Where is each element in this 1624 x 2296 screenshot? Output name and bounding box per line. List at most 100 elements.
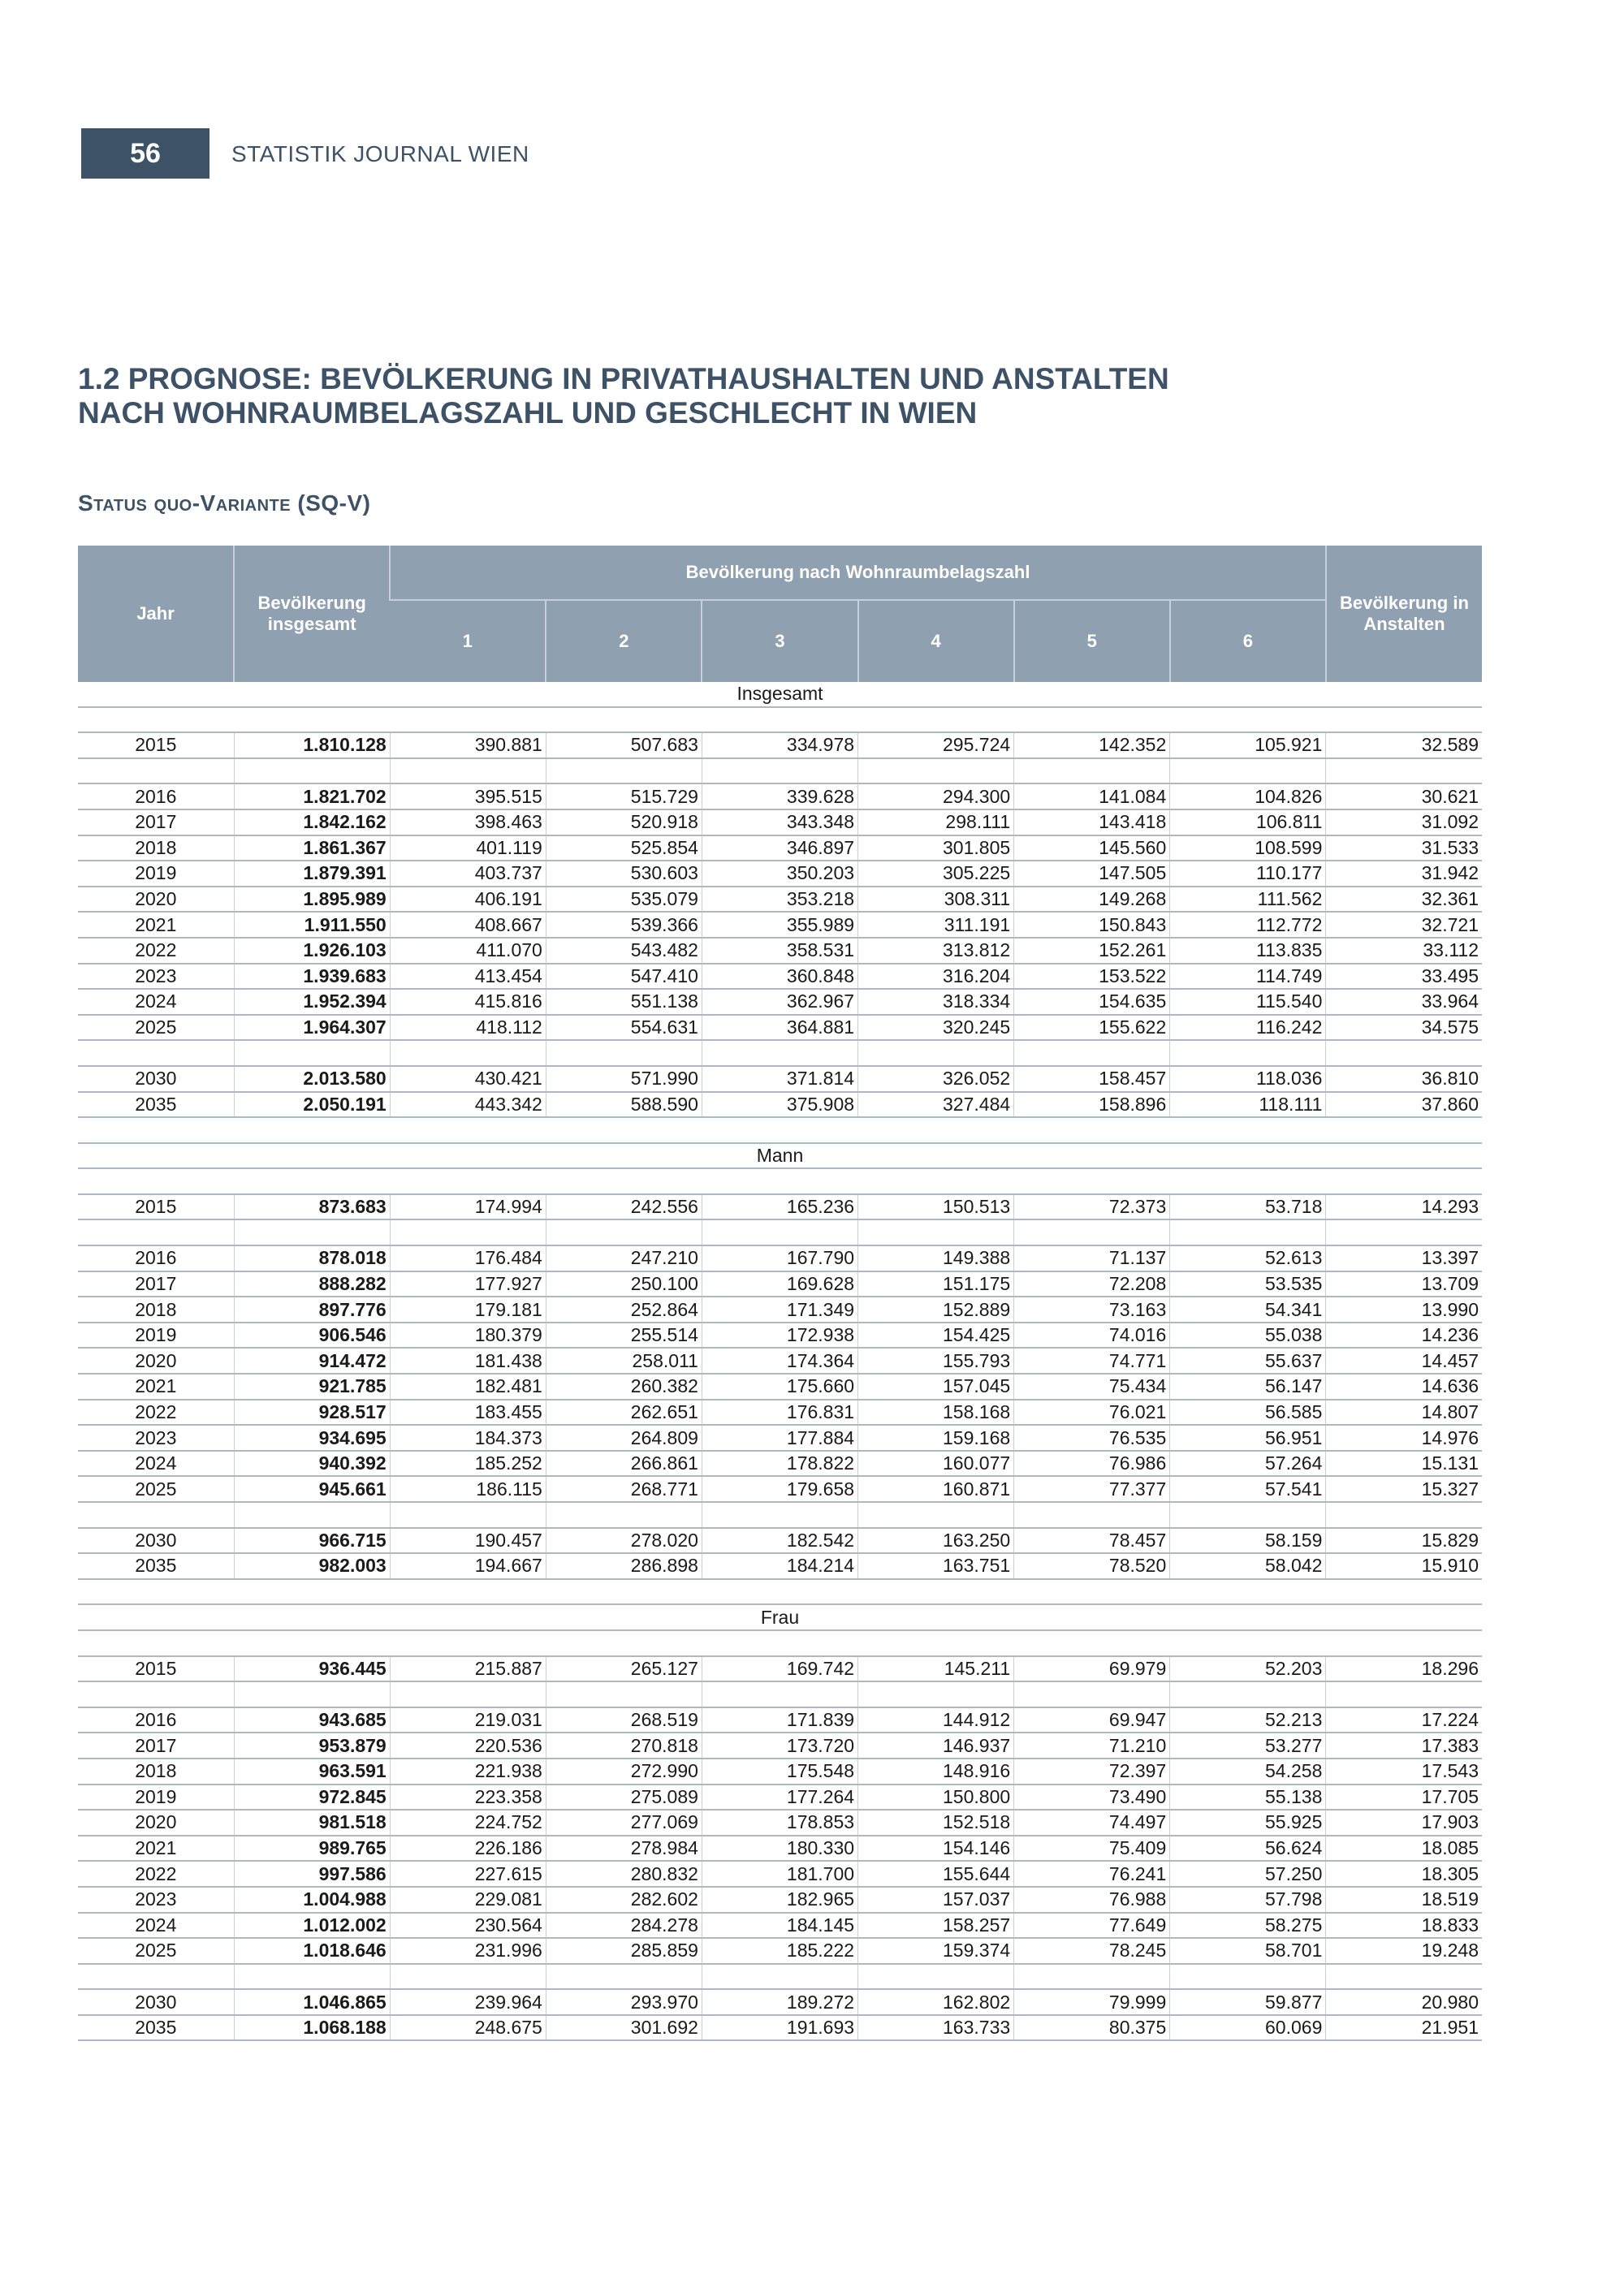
cell-wrb-4: 311.191 xyxy=(857,912,1014,939)
header-year: Jahr xyxy=(78,546,235,682)
cell-total: 943.685 xyxy=(233,1707,391,1734)
cell-wrb-4: 144.912 xyxy=(857,1707,1014,1734)
empty-cell xyxy=(545,1219,702,1247)
cell-wrb-6: 113.835 xyxy=(1169,937,1326,965)
cell-institutions: 31.092 xyxy=(1325,809,1482,836)
cell-wrb-6: 60.069 xyxy=(1169,2014,1326,2042)
cell-wrb-4: 326.052 xyxy=(857,1065,1014,1093)
table-row: 2022 1.926.103 411.070 543.482 358.531 313.81… xyxy=(78,937,1482,965)
blank-row xyxy=(78,1219,1482,1247)
cell-total: 945.661 xyxy=(233,1476,391,1503)
cell-wrb-1: 403.737 xyxy=(389,861,546,887)
empty-cell xyxy=(701,1963,858,1991)
cell-institutions: 15.910 xyxy=(1325,1553,1482,1580)
cell-year: 2025 xyxy=(78,1014,235,1042)
cell-year: 2025 xyxy=(78,1938,235,1965)
cell-wrb-2: 275.089 xyxy=(545,1784,702,1811)
cell-total: 1.821.702 xyxy=(233,783,391,810)
cell-wrb-6: 111.562 xyxy=(1169,886,1326,913)
cell-wrb-4: 154.146 xyxy=(857,1835,1014,1862)
cell-wrb-3: 353.218 xyxy=(701,886,858,913)
cell-year: 2016 xyxy=(78,1707,235,1734)
cell-wrb-6: 52.203 xyxy=(1169,1655,1326,1683)
cell-wrb-2: 554.631 xyxy=(545,1014,702,1042)
cell-wrb-5: 154.635 xyxy=(1013,989,1170,1016)
table-row: 2020 981.518 224.752 277.069 178.853 152.518 7… xyxy=(78,1810,1482,1836)
cell-year: 2015 xyxy=(78,1655,235,1683)
empty-cell xyxy=(1169,1681,1326,1708)
empty-cell xyxy=(1013,1219,1170,1247)
table-row: 2023 934.695 184.373 264.809 177.884 159.168 7… xyxy=(78,1425,1482,1452)
cell-wrb-1: 231.996 xyxy=(389,1938,546,1965)
cell-wrb-4: 155.793 xyxy=(857,1348,1014,1375)
cell-wrb-5: 152.261 xyxy=(1013,937,1170,965)
empty-cell xyxy=(389,1681,546,1708)
cell-wrb-1: 390.881 xyxy=(389,732,546,759)
section-label: Frau xyxy=(78,1604,1482,1631)
cell-wrb-4: 146.937 xyxy=(857,1733,1014,1759)
cell-wrb-5: 72.397 xyxy=(1013,1758,1170,1785)
cell-total: 981.518 xyxy=(233,1810,391,1836)
cell-wrb-3: 177.884 xyxy=(701,1425,858,1452)
cell-wrb-3: 172.938 xyxy=(701,1322,858,1349)
cell-wrb-2: 272.990 xyxy=(545,1758,702,1785)
empty-cell xyxy=(78,1681,235,1708)
header-sub-5: 5 xyxy=(1013,600,1170,682)
cell-institutions: 21.951 xyxy=(1325,2014,1482,2042)
cell-wrb-3: 165.236 xyxy=(701,1193,858,1221)
cell-wrb-6: 58.275 xyxy=(1169,1912,1326,1940)
cell-wrb-2: 539.366 xyxy=(545,912,702,939)
cell-wrb-4: 152.518 xyxy=(857,1810,1014,1836)
blank-row xyxy=(78,1963,1482,1991)
cell-institutions: 14.457 xyxy=(1325,1348,1482,1375)
cell-wrb-5: 76.535 xyxy=(1013,1425,1170,1452)
cell-wrb-6: 56.624 xyxy=(1169,1835,1326,1862)
cell-year: 2019 xyxy=(78,1784,235,1811)
population-table: Jahr Bevölkerung insgesamt Bevölkerung n… xyxy=(78,546,1482,2042)
cell-wrb-6: 53.277 xyxy=(1169,1733,1326,1759)
cell-wrb-1: 408.667 xyxy=(389,912,546,939)
cell-wrb-4: 327.484 xyxy=(857,1091,1014,1119)
table-row: 2017 888.282 177.927 250.100 169.628 151.175 7… xyxy=(78,1271,1482,1298)
section-label: Mann xyxy=(78,1142,1482,1170)
cell-total: 1.068.188 xyxy=(233,2014,391,2042)
cell-institutions: 15.131 xyxy=(1325,1450,1482,1478)
cell-wrb-6: 58.042 xyxy=(1169,1553,1326,1580)
table-row: 2018 897.776 179.181 252.864 171.349 152.889 7… xyxy=(78,1297,1482,1323)
cell-wrb-3: 343.348 xyxy=(701,809,858,836)
cell-wrb-3: 346.897 xyxy=(701,835,858,862)
empty-cell xyxy=(545,1963,702,1991)
cell-wrb-6: 110.177 xyxy=(1169,861,1326,887)
cell-wrb-3: 169.628 xyxy=(701,1271,858,1298)
cell-wrb-5: 78.520 xyxy=(1013,1553,1170,1580)
cell-wrb-1: 227.615 xyxy=(389,1861,546,1888)
cell-total: 953.879 xyxy=(233,1733,391,1759)
empty-cell xyxy=(701,1681,858,1708)
cell-wrb-5: 73.490 xyxy=(1013,1784,1170,1811)
cell-wrb-6: 53.718 xyxy=(1169,1193,1326,1221)
cell-wrb-2: 547.410 xyxy=(545,963,702,990)
cell-institutions: 36.810 xyxy=(1325,1065,1482,1093)
cell-wrb-4: 159.374 xyxy=(857,1938,1014,1965)
cell-wrb-3: 178.853 xyxy=(701,1810,858,1836)
empty-cell xyxy=(545,1681,702,1708)
cell-total: 1.879.391 xyxy=(233,861,391,887)
cell-wrb-3: 364.881 xyxy=(701,1014,858,1042)
cell-wrb-1: 398.463 xyxy=(389,809,546,836)
spacer-row xyxy=(78,1629,1482,1657)
cell-wrb-1: 430.421 xyxy=(389,1065,546,1093)
empty-cell xyxy=(78,1963,235,1991)
cell-wrb-1: 180.379 xyxy=(389,1322,546,1349)
empty-cell xyxy=(1013,1681,1170,1708)
blank-row xyxy=(78,1681,1482,1708)
cell-wrb-4: 162.802 xyxy=(857,1989,1014,2016)
cell-wrb-3: 169.742 xyxy=(701,1655,858,1683)
cell-wrb-4: 163.250 xyxy=(857,1527,1014,1555)
empty-cell xyxy=(857,1963,1014,1991)
header-group: Bevölkerung nach Wohnraumbelagszahl xyxy=(389,546,1326,601)
cell-wrb-5: 74.771 xyxy=(1013,1348,1170,1375)
cell-total: 1.911.550 xyxy=(233,912,391,939)
spacer-row xyxy=(78,1117,1482,1144)
cell-year: 2018 xyxy=(78,1758,235,1785)
cell-wrb-6: 52.213 xyxy=(1169,1707,1326,1734)
